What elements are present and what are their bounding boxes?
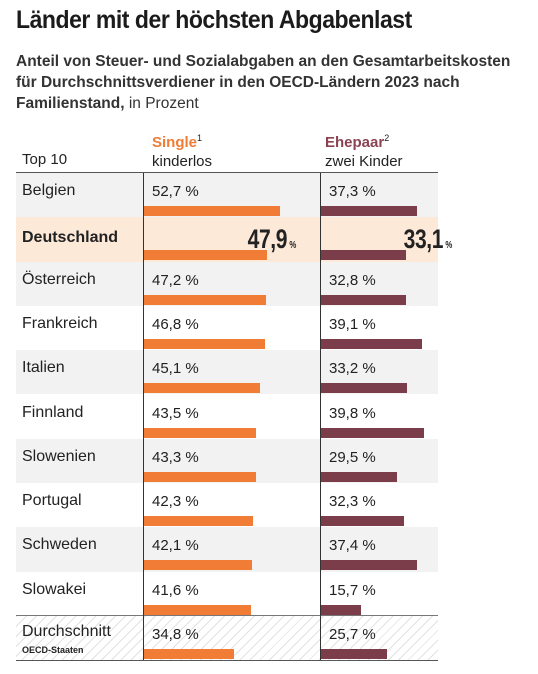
bar-single	[144, 471, 256, 482]
bar-single	[144, 516, 253, 527]
value-label: 42,1 %	[152, 537, 199, 555]
value-label: 25,7 %	[329, 626, 376, 643]
country-label: Belgien	[22, 182, 76, 199]
bar-single	[144, 294, 266, 305]
table-row: Frankreich 46,8 % 39,1 %	[16, 306, 438, 350]
bar-single	[144, 383, 261, 394]
bar-couple	[321, 250, 407, 261]
subtitle-bold: Anteil von Steuer- und Sozialabgaben an …	[16, 53, 511, 112]
rank-column-header: Top 10	[22, 151, 68, 168]
bar-single	[144, 560, 253, 571]
value-label: 45,1 %	[152, 360, 199, 378]
table-row: Slowenien 43,3 % 29,5 %	[16, 438, 438, 484]
country-label: Italien	[22, 359, 65, 377]
value-label: 32,3 %	[329, 493, 376, 511]
couple-column-header: Ehepaar2 zwei Kinder	[325, 133, 403, 171]
value-label: 29,5 %	[329, 448, 376, 466]
bar-couple	[321, 206, 417, 216]
country-label: Schweden	[22, 536, 97, 554]
value-label: 37,3 %	[329, 183, 376, 200]
bar-couple	[321, 560, 418, 571]
country-label: Österreich	[22, 270, 96, 288]
country-label: Slowakei	[22, 580, 87, 598]
value-label: 43,5 %	[152, 404, 199, 422]
table-row: Österreich 47,2 % 32,8 %	[16, 261, 438, 306]
couple-column-name: Ehepaar	[325, 134, 385, 151]
table-row: Slowakei 41,6 % 15,7 %	[16, 572, 438, 617]
bar-single	[144, 250, 268, 261]
bar-couple	[321, 294, 406, 305]
table-row: Deutschland 47,9% 33,1%	[16, 217, 452, 262]
value-label: 52,7 %	[152, 183, 199, 200]
table-row: Durchschnitt OECD-Staaten 34,8 % 25,7 %	[16, 616, 438, 661]
table-row: Schweden 42,1 % 37,4 %	[16, 527, 438, 572]
value-label: 41,6 %	[152, 581, 199, 599]
value-label: 32,8 %	[329, 271, 376, 289]
value-label: 33,2 %	[329, 360, 376, 378]
subtitle-unit: in Prozent	[124, 95, 199, 112]
bar-couple	[321, 604, 362, 615]
value-label: 34,8 %	[152, 626, 199, 643]
country-label: Durchschnitt	[22, 623, 111, 640]
bar-single	[144, 338, 265, 349]
value-label: 47,2 %	[152, 271, 199, 289]
bar-couple	[321, 427, 424, 438]
bar-couple	[321, 516, 405, 527]
value-label: 43,3 %	[152, 448, 199, 466]
value-label: 39,1 %	[329, 315, 376, 333]
percent-sign: %	[289, 240, 296, 252]
country-label: Finnland	[22, 403, 84, 421]
column-divider-couple	[320, 173, 321, 661]
single-column-sub: kinderlos	[152, 153, 213, 170]
country-label: Portugal	[22, 492, 82, 510]
bar-couple	[321, 338, 422, 349]
value-label: 15,7 %	[329, 581, 376, 599]
couple-footnote-mark: 2	[384, 133, 390, 143]
single-footnote-mark: 1	[197, 133, 203, 143]
table-bottom-rule	[16, 660, 438, 661]
country-label: Deutschland	[22, 229, 119, 247]
country-sublabel: OECD-Staaten	[22, 645, 84, 655]
percent-sign: %	[445, 240, 452, 252]
table-row: Finnland 43,5 % 39,8 %	[16, 395, 438, 439]
chart-title: Länder mit der höchsten Abgabenlast	[16, 6, 412, 34]
table-row: Portugal 42,3 % 32,3 %	[16, 483, 438, 527]
bar-couple	[321, 383, 407, 394]
value-label-highlight: 33,1%	[403, 224, 453, 255]
country-label: Slowenien	[22, 447, 96, 465]
column-divider-single	[143, 173, 144, 661]
bar-single	[144, 427, 256, 438]
table-row: Italien 45,1 % 33,2 %	[16, 350, 438, 395]
couple-column-sub: zwei Kinder	[325, 153, 403, 170]
single-column-name: Single	[152, 134, 198, 151]
value-label: 39,8 %	[329, 404, 376, 422]
bar-single	[144, 604, 252, 615]
table-row: Belgien 52,7 % 37,3 %	[16, 173, 438, 218]
value-label-highlight: 47,9%	[247, 224, 297, 255]
chart-subtitle: Anteil von Steuer- und Sozialabgaben an …	[16, 51, 526, 114]
bar-single	[144, 649, 234, 659]
bar-couple	[321, 649, 388, 659]
value-label: 42,3 %	[152, 493, 199, 511]
bar-single	[144, 206, 280, 216]
country-label: Frankreich	[22, 314, 98, 332]
bar-couple	[321, 471, 397, 482]
table-top-rule	[16, 172, 438, 174]
single-column-header: Single1 kinderlos	[152, 133, 212, 171]
value-label: 37,4 %	[329, 537, 376, 555]
value-label: 46,8 %	[152, 315, 199, 333]
